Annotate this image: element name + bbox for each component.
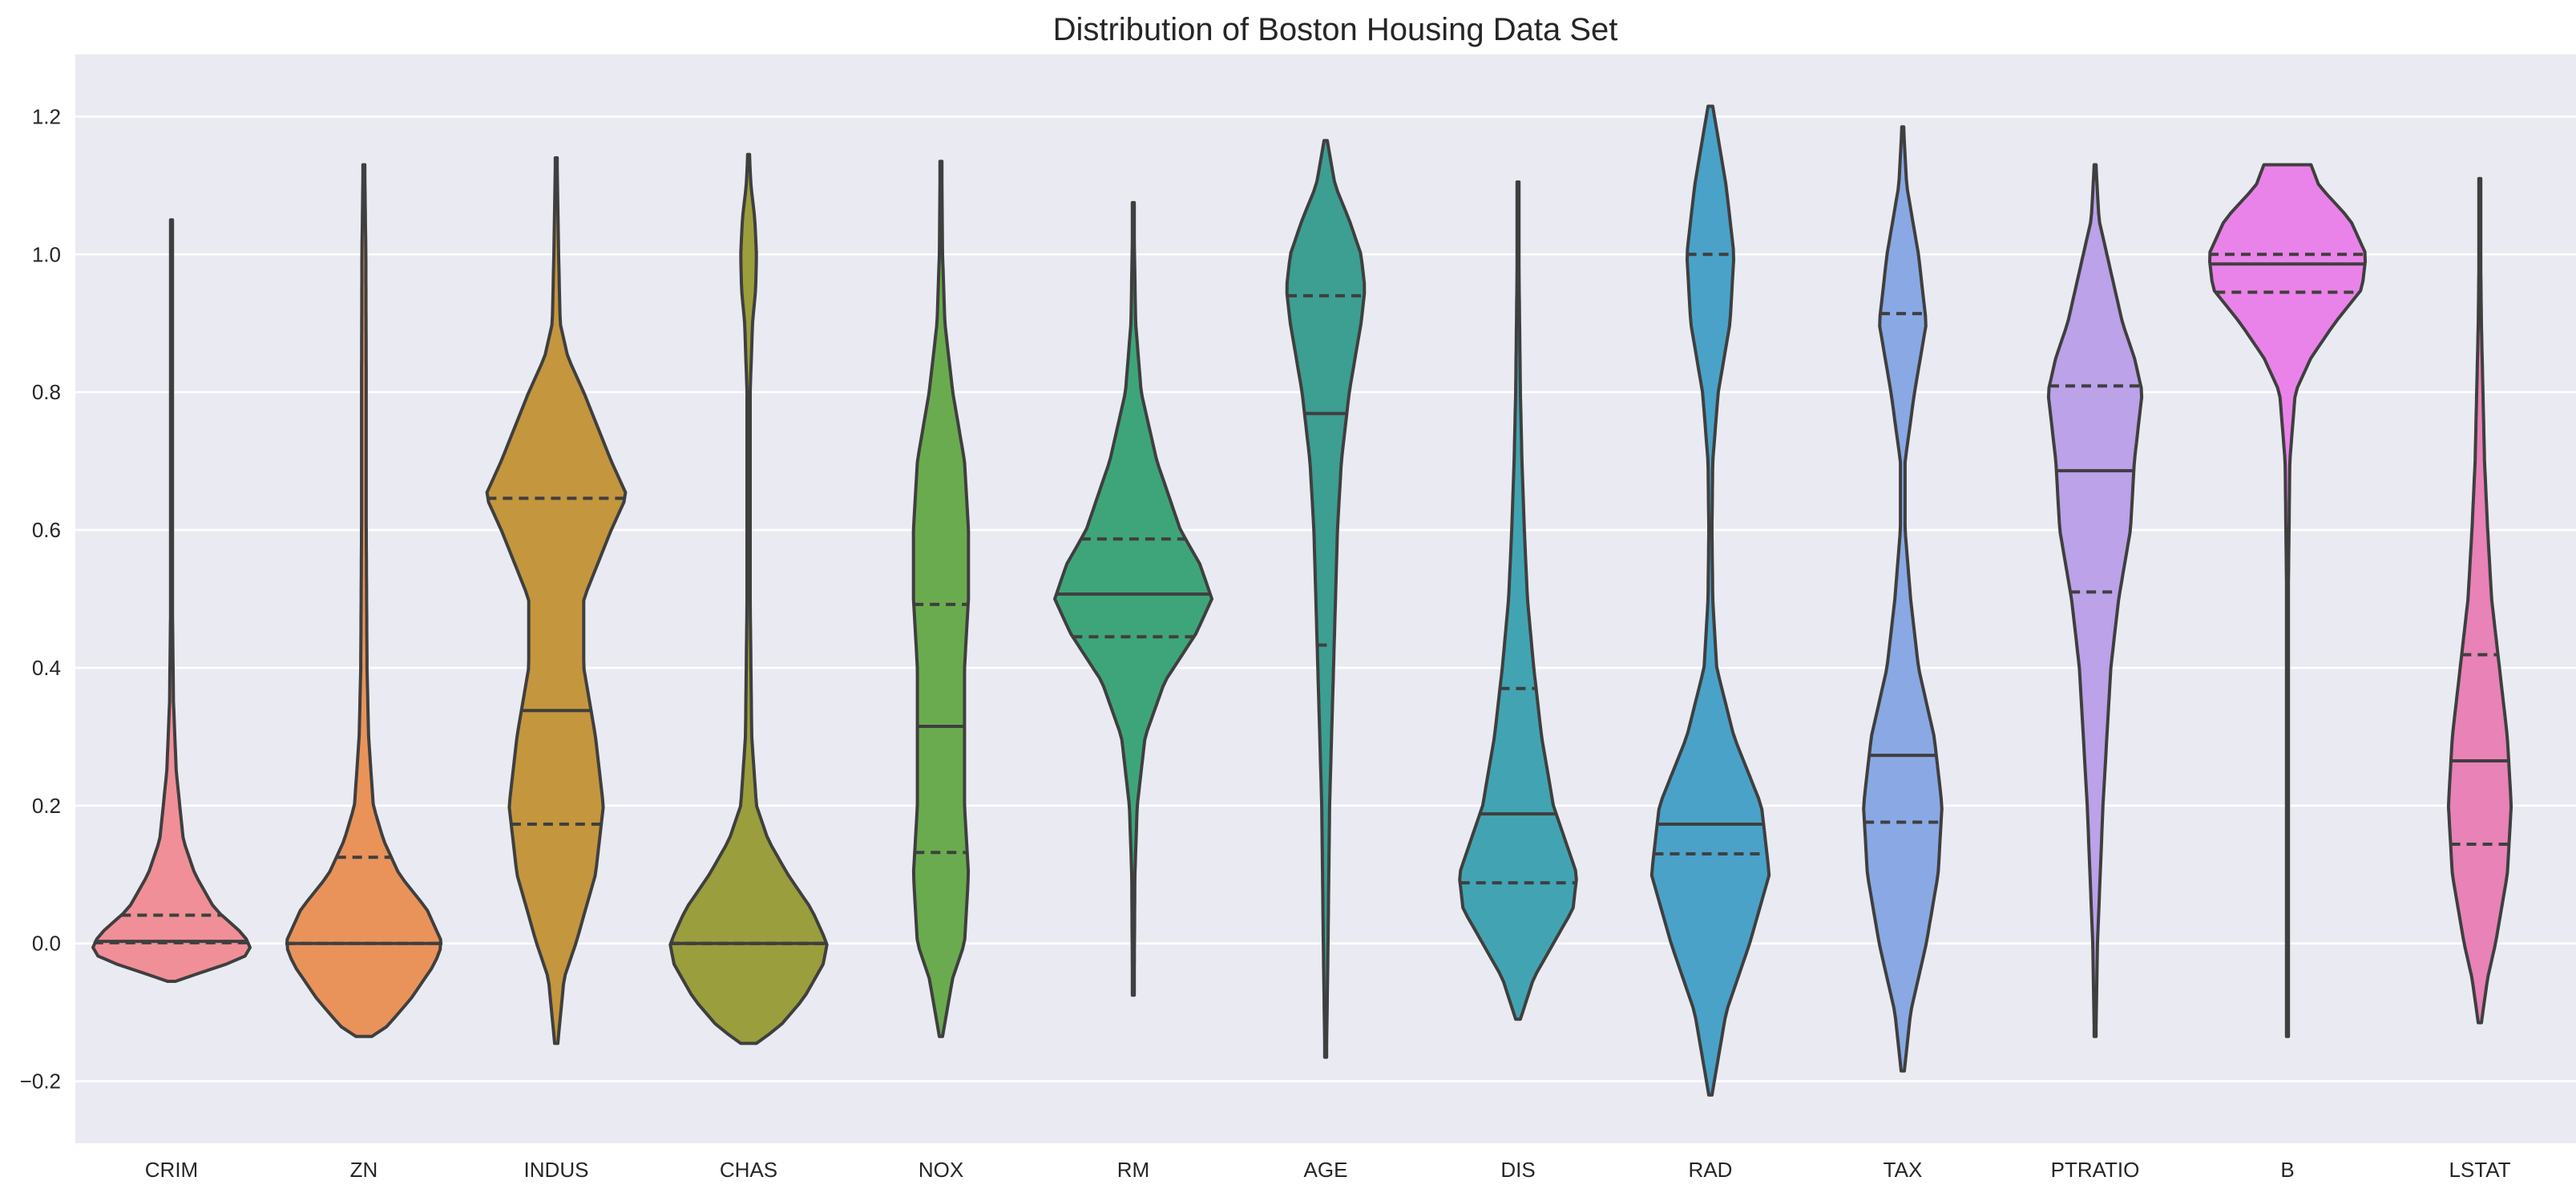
violin-ptratio bbox=[2046, 163, 2144, 1038]
x-tick-label: LSTAT bbox=[2449, 1158, 2510, 1182]
violin-body bbox=[2208, 163, 2367, 1038]
x-tick-label: B bbox=[2280, 1158, 2294, 1182]
violin-body bbox=[1862, 125, 1944, 1073]
violin-crim bbox=[91, 218, 252, 983]
violin-body bbox=[1649, 104, 1771, 1097]
violin-rm bbox=[1053, 200, 1213, 997]
chart-title: Distribution of Boston Housing Data Set bbox=[1053, 12, 1618, 47]
y-tick-label: 0.6 bbox=[32, 518, 61, 542]
violin-age bbox=[1285, 139, 1367, 1059]
violin-lstat bbox=[2446, 176, 2513, 1025]
y-tick-label: 1.2 bbox=[32, 104, 61, 128]
violin-body bbox=[285, 163, 442, 1038]
y-tick-label: 1.0 bbox=[32, 242, 61, 266]
violin-rad bbox=[1649, 104, 1771, 1097]
violin-body bbox=[1053, 200, 1213, 997]
violin-body bbox=[2046, 163, 2144, 1038]
violin-body bbox=[485, 156, 628, 1045]
x-tick-label: AGE bbox=[1304, 1158, 1348, 1182]
violin-body bbox=[1285, 139, 1367, 1059]
violin-tax bbox=[1862, 125, 1944, 1073]
violin-body bbox=[668, 152, 829, 1045]
x-tick-label: NOX bbox=[919, 1158, 963, 1182]
violin-dis bbox=[1458, 180, 1578, 1021]
y-axis: −0.2 0.0 0.2 0.4 0.6 0.8 1.0 1.2 bbox=[20, 104, 61, 1093]
x-tick-label: RAD bbox=[1689, 1158, 1733, 1182]
y-tick-label: 0.8 bbox=[32, 380, 61, 404]
x-tick-label: PTRATIO bbox=[2051, 1158, 2140, 1182]
x-tick-label: DIS bbox=[1500, 1158, 1535, 1182]
x-axis: CRIM ZN INDUS CHAS NOX RM AGE DIS RAD TAX PTRATIO B… bbox=[145, 1158, 2511, 1182]
y-tick-label: 0.0 bbox=[32, 932, 61, 956]
x-tick-label: CHAS bbox=[720, 1158, 777, 1182]
violin-zn bbox=[285, 163, 442, 1038]
violin-body bbox=[91, 218, 252, 983]
x-tick-label: TAX bbox=[1884, 1158, 1923, 1182]
x-tick-label: RM bbox=[1117, 1158, 1149, 1182]
x-tick-label: CRIM bbox=[145, 1158, 198, 1182]
y-tick-label: 0.2 bbox=[32, 794, 61, 818]
violin-chas bbox=[668, 152, 829, 1045]
violin-nox bbox=[911, 160, 971, 1038]
violin-indus bbox=[485, 156, 628, 1045]
x-tick-label: INDUS bbox=[524, 1158, 589, 1182]
y-tick-label: −0.2 bbox=[20, 1070, 61, 1094]
violin-body bbox=[2446, 176, 2513, 1025]
violins bbox=[91, 104, 2513, 1097]
y-tick-label: 0.4 bbox=[32, 656, 61, 680]
x-tick-label: ZN bbox=[350, 1158, 378, 1182]
violin-body bbox=[1458, 180, 1578, 1021]
violin-b bbox=[2208, 163, 2367, 1038]
violin-body bbox=[911, 160, 971, 1038]
